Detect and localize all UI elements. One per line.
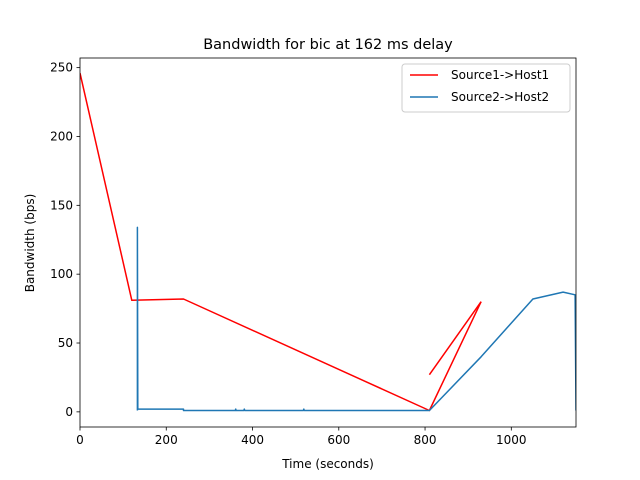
legend-label-source1: Source1->Host1: [451, 68, 549, 82]
y-axis-label: Bandwidth (bps): [23, 194, 37, 293]
y-tick-label: 0: [65, 405, 73, 419]
x-tick-label: 800: [414, 433, 437, 447]
y-tick-label: 150: [50, 198, 73, 212]
series-layer: [80, 72, 576, 412]
legend-frame: [401, 63, 571, 113]
plot-frame: [79, 57, 577, 428]
series-line-1-segment-2: [428, 301, 482, 376]
legend: Source1->Host1 Source2->Host2: [401, 63, 571, 113]
chart-title: Bandwidth for bic at 162 ms delay: [203, 37, 453, 53]
axes-layer: 0 200 400 600 800 1000 0 50 100 150 200 250: [50, 57, 577, 447]
x-axis-label: Time (seconds): [281, 457, 374, 471]
y-tick-label: 250: [50, 61, 73, 75]
y-tick-label: 50: [58, 336, 73, 350]
legend-label-source2: Source2->Host2: [451, 90, 549, 104]
x-tick-label: 1000: [496, 433, 527, 447]
x-tick-label: 200: [155, 433, 178, 447]
series-line-2-segment-1: [136, 226, 576, 412]
series-line-1-segment-1: [80, 72, 482, 412]
x-tick-label: 400: [241, 433, 264, 447]
x-tick-label: 0: [76, 433, 84, 447]
y-tick-label: 100: [50, 267, 73, 281]
y-tick-label: 200: [50, 129, 73, 143]
x-tick-label: 600: [327, 433, 350, 447]
